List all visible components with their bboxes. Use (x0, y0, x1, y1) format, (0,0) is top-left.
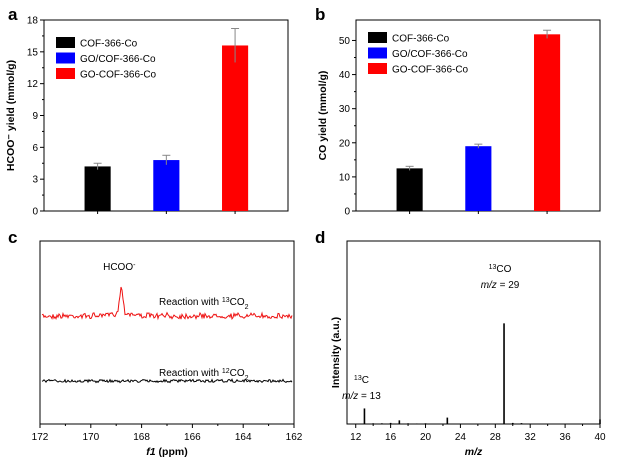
panel-d-chart: 12 16 20 24 28 32 36 40 m/z Intensity (a.u.) 13CO m… (330, 240, 606, 458)
panel-d-xtick-label: 24 (455, 432, 467, 443)
panel-b-ytick-label: 50 (339, 36, 351, 47)
panel-a-ytick-label: 0 (32, 207, 38, 218)
panel-a-legend-swatch (56, 37, 75, 48)
panel-b-ytick-label: 40 (339, 70, 351, 81)
panel-b-chart: 0 10 20 30 40 50 CO yield (mmol/g) COF-366-Co GO… (317, 19, 601, 218)
panel-b-legend-label: GO/COF-366-Co (392, 49, 468, 60)
panel-c-xtick-label: 164 (235, 432, 252, 443)
panel-c-xlabel: f1 (ppm) (146, 446, 187, 458)
panel-c-plot-frame (39, 240, 295, 425)
panel-c-label-12co2: Reaction with 12CO2 (159, 368, 249, 382)
panel-d-xtick-label: 28 (490, 432, 502, 443)
panel-c-xtick-label: 170 (82, 432, 99, 443)
panel-a-legend-label: GO-COF-366-Co (80, 70, 157, 81)
panel-letter-b: b (315, 5, 325, 24)
panel-b-bar (534, 34, 561, 212)
panel-a-bar (84, 166, 111, 211)
panel-d-mz-13: m/z = 13 (342, 391, 381, 402)
panel-d-mz-29: m/z = 29 (481, 280, 520, 291)
panel-letter-c: c (8, 228, 17, 247)
panel-d-xtick-label: 32 (525, 432, 537, 443)
panel-d-xtick-label: 36 (560, 432, 572, 443)
panel-a-chart: 0 3 6 9 12 15 18 HCOO⁻ yield (mmol/g) COF-366-Co… (5, 16, 289, 218)
panel-a-legend-label: GO/COF-366-Co (80, 54, 156, 65)
panel-b-legend-label: COF-366-Co (392, 34, 450, 45)
panel-a-legend-label: COF-366-Co (80, 39, 138, 50)
panel-c-label-13co2: Reaction with 13CO2 (159, 297, 249, 311)
panel-a-bar (153, 160, 180, 211)
panel-d-plot-frame (346, 240, 601, 425)
panel-c-xtick-label: 162 (286, 432, 303, 443)
panel-c-xtick-label: 172 (32, 432, 49, 443)
panel-a-legend-swatch (56, 52, 75, 64)
panel-d-xlabel: m/z (465, 446, 483, 458)
panel-letter-a: a (8, 5, 18, 24)
panel-b-bar (465, 146, 492, 211)
panel-b-ytick-label: 20 (339, 138, 351, 149)
panel-a-legend-swatch (56, 68, 75, 79)
panel-a-ytick-label: 12 (27, 79, 39, 90)
panel-d-label-13co: 13CO (489, 264, 512, 276)
panel-d-ylabel: Intensity (a.u.) (330, 317, 342, 388)
panel-b-bar (396, 168, 423, 211)
panel-a-ytick-label: 18 (27, 16, 39, 27)
panel-c-xtick-label: 166 (184, 432, 201, 443)
panel-a-ytick-label: 9 (32, 111, 38, 122)
panel-b-legend-swatch (368, 47, 387, 59)
panel-b-legend-swatch (368, 32, 387, 43)
panel-a-ytick-label: 6 (32, 143, 38, 154)
panel-d-label-13c: 13C (354, 375, 369, 387)
panel-b-ytick-label: 30 (339, 104, 351, 115)
panel-a-ytick-label: 15 (27, 47, 39, 58)
panel-d-xtick-label: 20 (420, 432, 432, 443)
panel-c-peak-annotation: HCOO- (103, 262, 136, 274)
panel-c-series-12co2 (41, 378, 293, 384)
panel-a-ylabel: HCOO⁻ yield (mmol/g) (5, 60, 17, 171)
panel-d-xtick-label: 40 (594, 432, 606, 443)
panel-a-ytick-label: 3 (32, 175, 38, 186)
panel-c-chart: 172 170 168 166 164 162 f1 (ppm) Reaction with … (32, 240, 303, 458)
panel-letter-d: d (315, 228, 325, 247)
panel-b-ylabel: CO yield (mmol/g) (317, 71, 329, 161)
panel-c-xtick-label: 168 (133, 432, 150, 443)
panel-b-ytick-label: 0 (344, 207, 350, 218)
panel-d-xtick-label: 12 (350, 432, 362, 443)
panel-d-xtick-label: 16 (385, 432, 397, 443)
panel-b-legend-swatch (368, 63, 387, 74)
panel-b-ytick-label: 10 (339, 172, 351, 183)
panel-b-legend-label: GO-COF-366-Co (392, 65, 469, 76)
panel-a-bar (222, 45, 249, 211)
panel-c-series-13co2 (41, 286, 293, 321)
